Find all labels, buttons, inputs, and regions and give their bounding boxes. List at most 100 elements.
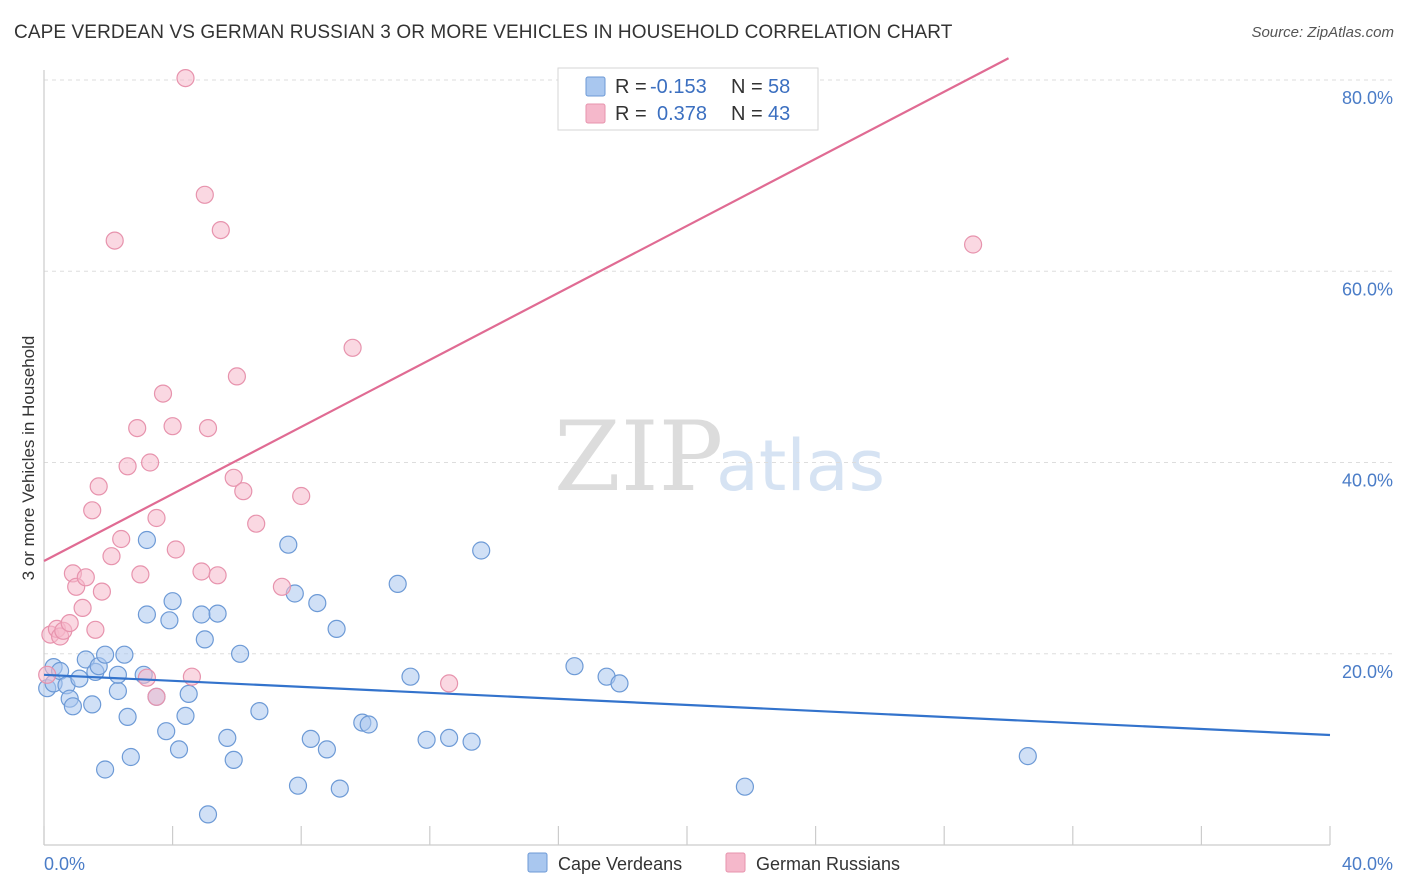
cape-verdean-point-32 [208, 604, 227, 623]
german-russians-trend-line-extension [984, 57, 1009, 71]
chart-title: CAPE VERDEAN VS GERMAN RUSSIAN 3 OR MORE… [14, 22, 953, 43]
bottom-legend-label-cape-verdeans: Cape Verdeans [558, 854, 682, 874]
cape-verdean-point-41 [308, 593, 327, 613]
german-russian-point-9 [76, 568, 95, 587]
german-russian-point-38 [272, 577, 291, 596]
cape-verdean-point-12 [95, 645, 115, 664]
german-russian-point-36 [234, 482, 253, 501]
x-tick-label-min: 0.0% [44, 854, 85, 874]
cape-verdean-point-9 [83, 695, 102, 714]
y-tick-labels: 20.0% 40.0% 60.0% 80.0% [1342, 88, 1393, 682]
german-russian-point-42 [963, 235, 983, 254]
y-tick-label-80: 80.0% [1342, 88, 1393, 108]
cape-verdean-point-51 [462, 732, 481, 751]
cape-verdean-point-39 [288, 776, 308, 795]
cape-verdean-point-7 [70, 669, 89, 688]
cape-verdean-point-48 [401, 667, 420, 686]
german-russian-point-41 [440, 674, 459, 693]
cape-verdean-point-50 [440, 728, 459, 748]
cape-verdean-point-36 [250, 701, 269, 721]
german-russian-point-26 [166, 540, 185, 559]
bottom-legend: Cape Verdeans German Russians [527, 852, 900, 874]
y-tick-label-40: 40.0% [1342, 471, 1393, 491]
legend-r-value-1: -0.153 [650, 76, 707, 98]
cape-verdean-point-42 [317, 740, 336, 759]
x-axis-ticks [43, 826, 1331, 845]
cape-verdean-point-33 [218, 728, 237, 748]
cape-verdean-point-53 [565, 657, 584, 676]
legend-n-label-2: N = [731, 103, 763, 125]
cape-verdean-point-29 [192, 605, 211, 624]
cape-verdean-point-57 [1018, 746, 1037, 766]
watermark: ZIP atlas [554, 401, 885, 513]
cape-verdeans-trend-line [43, 673, 1331, 737]
german-russian-point-40 [343, 338, 362, 357]
german-russian-point-13 [92, 582, 112, 601]
german-russian-point-31 [198, 419, 218, 438]
cape-verdean-point-46 [359, 715, 378, 734]
cape-verdean-point-34 [224, 750, 243, 770]
german-russian-point-23 [147, 687, 166, 706]
gridlines [44, 79, 1393, 655]
x-tick-label-max: 40.0% [1342, 854, 1393, 874]
cape-verdean-point-40 [301, 729, 320, 749]
cape-verdean-point-21 [137, 605, 156, 624]
watermark-atlas: atlas [716, 425, 885, 507]
cape-verdean-point-43 [327, 619, 346, 639]
german-russian-point-19 [131, 565, 150, 584]
german-russian-point-27 [176, 68, 195, 88]
cape-verdean-point-44 [330, 779, 349, 798]
trend-lines [43, 57, 1331, 737]
legend-n-label-1: N = [731, 76, 763, 98]
cape-verdean-point-27 [176, 706, 195, 726]
german-russian-point-15 [105, 231, 124, 250]
bottom-legend-label-german-russians: German Russians [756, 854, 900, 874]
legend-swatch-blue [585, 76, 606, 97]
cape-verdean-point-23 [157, 722, 176, 741]
german-russian-point-33 [211, 221, 230, 240]
german-russian-point-34 [224, 468, 243, 487]
cape-verdean-point-31 [198, 805, 218, 824]
german-russian-point-39 [292, 486, 311, 506]
german-russian-point-18 [128, 419, 147, 438]
cape-verdean-point-26 [169, 740, 189, 759]
german-russian-point-12 [89, 477, 108, 496]
legend: R = -0.153 N = 58 R = 0.378 N = 43 [557, 67, 819, 131]
german-russian-point-37 [247, 514, 266, 533]
german-russian-point-20 [137, 668, 156, 687]
german-russian-point-17 [118, 457, 137, 476]
german-russian-point-29 [192, 562, 211, 581]
german-russian-point-32 [208, 566, 227, 585]
legend-r-label-1: R = [615, 76, 647, 98]
cape-verdean-point-52 [472, 541, 491, 560]
german-russian-point-16 [112, 529, 131, 549]
legend-r-label-2: R = [615, 103, 647, 125]
cape-verdean-point-17 [118, 707, 137, 727]
german-russian-point-8 [73, 598, 92, 618]
cape-verdean-point-20 [137, 530, 156, 550]
legend-r-value-2: 0.378 [657, 103, 707, 125]
cape-verdean-point-13 [95, 760, 115, 779]
series-german-russians-points [38, 68, 983, 706]
german-russian-point-11 [86, 620, 105, 639]
german-russians-trend-line [43, 57, 1010, 562]
german-russian-point-14 [102, 547, 121, 566]
cape-verdean-point-30 [195, 630, 214, 649]
y-tick-label-20: 20.0% [1342, 662, 1393, 682]
cape-verdean-point-15 [108, 665, 128, 684]
german-russian-point-25 [163, 417, 182, 436]
german-russian-point-24 [153, 384, 173, 403]
watermark-zip: ZIP [554, 401, 723, 513]
bottom-legend-swatch-pink [725, 852, 746, 873]
german-russian-point-5 [60, 613, 79, 633]
y-tick-label-60: 60.0% [1342, 279, 1393, 299]
german-russian-point-22 [147, 508, 166, 528]
cape-verdean-point-18 [121, 747, 140, 767]
german-russian-point-35 [227, 367, 246, 386]
legend-swatch-pink [585, 103, 606, 124]
legend-n-value-1: 58 [768, 76, 790, 98]
cape-verdean-point-35 [231, 644, 250, 663]
cape-verdean-point-37 [279, 535, 298, 554]
cape-verdean-point-16 [115, 645, 134, 664]
